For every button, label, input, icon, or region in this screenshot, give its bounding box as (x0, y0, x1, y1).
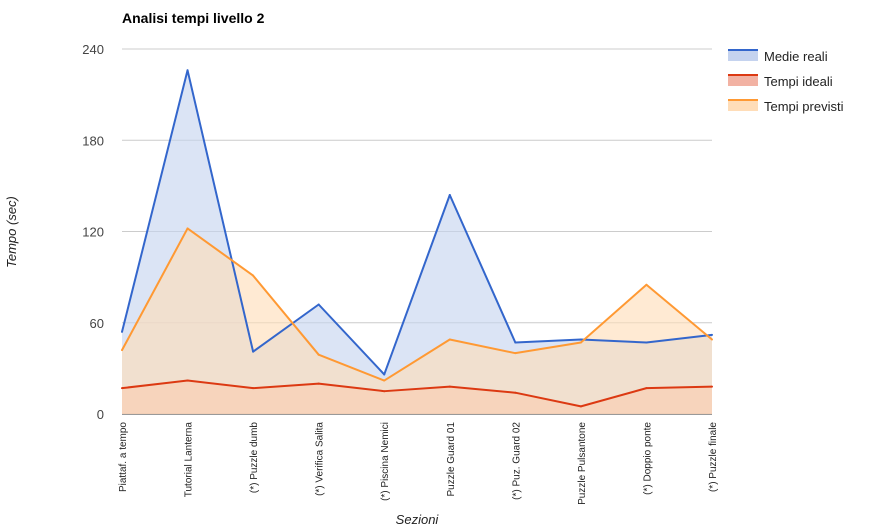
data-point (514, 391, 517, 394)
x-tick-label: (*) Puz. Guard 02 (511, 422, 522, 500)
data-point (448, 385, 451, 388)
series-area (122, 228, 712, 414)
x-tick-label: (*) Puzzle finale (708, 422, 719, 492)
data-point (252, 350, 255, 353)
data-point (448, 338, 451, 341)
series-areas (122, 70, 712, 415)
data-point (514, 341, 517, 344)
data-point (645, 387, 648, 390)
chart-title: Analisi tempi livello 2 (122, 10, 265, 26)
x-tick-label: Puzzle Pulsantone (577, 422, 588, 505)
data-point (121, 330, 123, 333)
data-point (383, 379, 386, 382)
data-point (121, 387, 123, 390)
legend-swatch (728, 99, 758, 111)
x-tick-label: Tutorial Lanterna (184, 422, 195, 498)
data-point (186, 69, 189, 72)
x-tick-label: (*) Verifica Salita (315, 422, 326, 496)
data-point (383, 390, 386, 393)
legend-swatch (728, 74, 758, 86)
data-point (317, 303, 320, 306)
data-point (317, 382, 320, 385)
y-tick-label: 120 (82, 225, 104, 240)
y-tick-label: 180 (82, 133, 104, 148)
series-line (121, 227, 713, 382)
series-line (121, 379, 713, 408)
data-point (645, 341, 648, 344)
data-point (711, 385, 713, 388)
data-point (383, 373, 386, 376)
data-point (514, 352, 517, 355)
y-axis-ticks: 0 60 120 180 240 (82, 42, 104, 422)
data-point (186, 379, 189, 382)
x-tick-label: Piattaf. a tempo (118, 422, 129, 492)
x-tick-label: (*) Piscina Nemici (380, 422, 391, 501)
data-point (121, 349, 123, 352)
series-lines (121, 69, 713, 408)
legend-swatch (728, 49, 758, 61)
data-point (579, 338, 582, 341)
data-point (252, 387, 255, 390)
series-line (121, 69, 713, 376)
x-tick-label: Puzzle Guard 01 (446, 422, 457, 497)
y-axis-title: Tempo (sec) (4, 196, 19, 268)
data-point (711, 338, 713, 341)
y-tick-label: 60 (90, 316, 104, 331)
y-tick-label: 0 (97, 407, 104, 422)
legend-label: Tempi ideali (764, 74, 833, 89)
x-axis-title: Sezioni (396, 512, 440, 527)
x-tick-label: (*) Puzzle dumb (249, 422, 260, 494)
data-point (579, 405, 582, 408)
legend-label: Tempi previsti (764, 99, 844, 114)
data-point (252, 274, 255, 277)
data-point (448, 194, 451, 196)
data-point (711, 333, 713, 336)
data-point (579, 341, 582, 344)
data-point (645, 283, 648, 286)
data-point (317, 353, 320, 356)
y-tick-label: 240 (82, 42, 104, 57)
x-tick-label: (*) Doppio ponte (642, 422, 653, 495)
x-axis-ticks: Piattaf. a tempo Tutorial Lanterna (*) Puz… (118, 422, 719, 505)
legend: Medie reali Tempi ideali Tempi previsti (728, 49, 844, 114)
legend-label: Medie reali (764, 49, 828, 64)
data-point (186, 227, 189, 230)
